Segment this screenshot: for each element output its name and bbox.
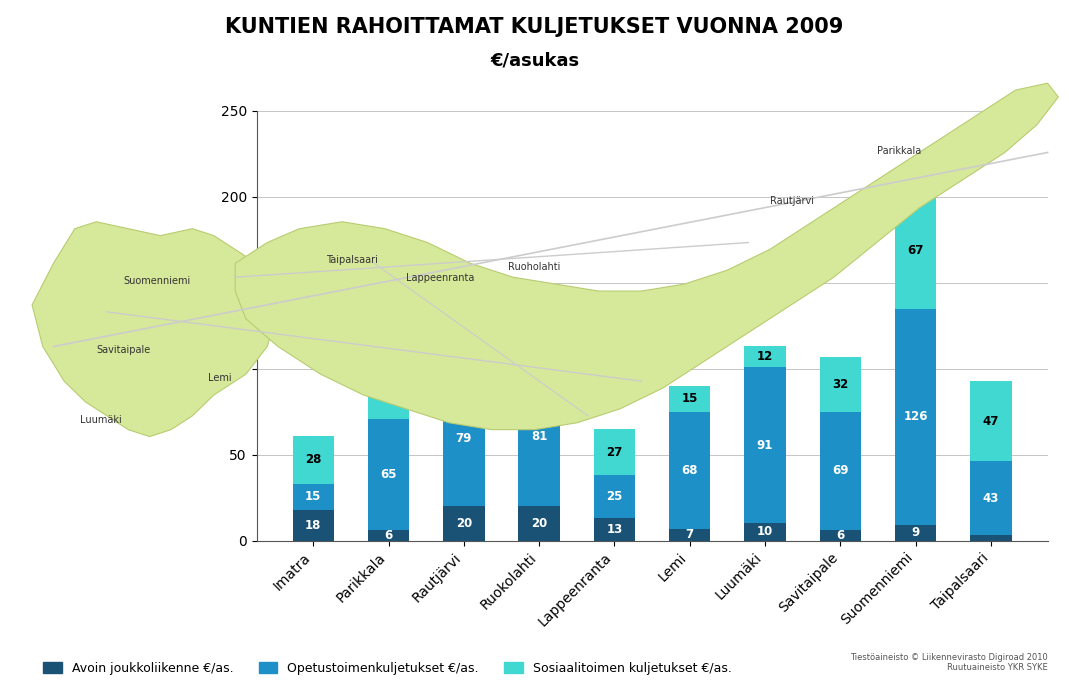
Bar [293,484,334,509]
Bar [744,346,786,367]
Text: 20: 20 [531,517,547,530]
Bar [669,386,711,412]
Polygon shape [32,222,278,437]
Text: 79: 79 [455,432,472,445]
Text: 47: 47 [982,414,1000,428]
Text: 65: 65 [381,468,397,481]
Text: 67: 67 [908,245,924,257]
Bar [820,412,861,530]
Text: KUNTIEN RAHOITTAMAT KULJETUKSET VUONNA 2009: KUNTIEN RAHOITTAMAT KULJETUKSET VUONNA 2… [226,17,843,37]
Bar [293,436,334,484]
Text: 9: 9 [912,526,919,539]
Text: Rautjärvi: Rautjärvi [770,196,814,207]
Text: 6: 6 [836,529,845,542]
Bar [444,370,484,506]
Bar [518,506,560,541]
Bar [971,462,1011,536]
Text: 12: 12 [757,350,773,363]
Text: 68: 68 [682,464,698,477]
Bar [895,525,936,541]
Text: €/asukas: €/asukas [490,52,579,70]
Bar [368,374,409,419]
Bar [593,429,635,475]
Bar [293,509,334,541]
Bar [593,475,635,518]
Text: 26: 26 [381,389,397,403]
Bar [820,530,861,541]
Text: Tiestöaineisto © Liikennevirasto Digiroad 2010
Ruutuaineisto YKR SYKE: Tiestöaineisto © Liikennevirasto Digiroa… [850,653,1048,672]
Bar [744,523,786,541]
Bar [593,518,635,541]
Bar [444,506,484,541]
Text: 43: 43 [982,492,1000,505]
Bar [444,315,484,370]
Text: 126: 126 [903,410,928,423]
Text: Luumäki: Luumäki [80,414,122,425]
Text: 22: 22 [531,342,547,355]
Text: 20: 20 [455,517,471,530]
Text: 91: 91 [757,439,773,452]
Text: 25: 25 [606,490,622,503]
Text: 32: 32 [833,378,849,391]
Text: 28: 28 [305,453,322,466]
Text: 81: 81 [531,430,547,443]
Text: 13: 13 [606,523,622,536]
Text: Parikkala: Parikkala [877,146,920,156]
Y-axis label: Kuljetukset €/as.: Kuljetukset €/as. [200,254,215,398]
Bar [971,380,1011,462]
Text: 6: 6 [385,529,392,542]
Text: 15: 15 [682,392,698,405]
Text: 18: 18 [305,518,322,532]
Bar [820,357,861,412]
Legend: Avoin joukkoliikenne €/as., Opetustoimenkuljetukset €/as., Sosiaalitoimen kuljet: Avoin joukkoliikenne €/as., Opetustoimen… [38,657,737,680]
Text: 69: 69 [832,464,849,477]
Text: 7: 7 [685,528,694,541]
Text: Taipalsaari: Taipalsaari [326,255,378,265]
Polygon shape [235,83,1058,430]
Bar [368,530,409,541]
Text: 32: 32 [455,336,471,349]
Bar [744,367,786,523]
Text: Savitaipale: Savitaipale [96,345,151,356]
Text: Lemi: Lemi [208,373,232,383]
Text: 15: 15 [305,490,322,503]
Bar [895,308,936,525]
Bar [518,367,560,506]
Text: Suomenniemi: Suomenniemi [123,276,190,286]
Text: 27: 27 [606,446,622,459]
Bar [669,412,711,529]
Text: Lappeenranta: Lappeenranta [406,272,475,283]
Bar [971,536,1011,541]
Bar [669,529,711,541]
Bar [895,193,936,308]
Text: 10: 10 [757,525,773,538]
Bar [368,419,409,530]
Bar [518,329,560,367]
Text: Ruoholahti: Ruoholahti [508,262,560,272]
